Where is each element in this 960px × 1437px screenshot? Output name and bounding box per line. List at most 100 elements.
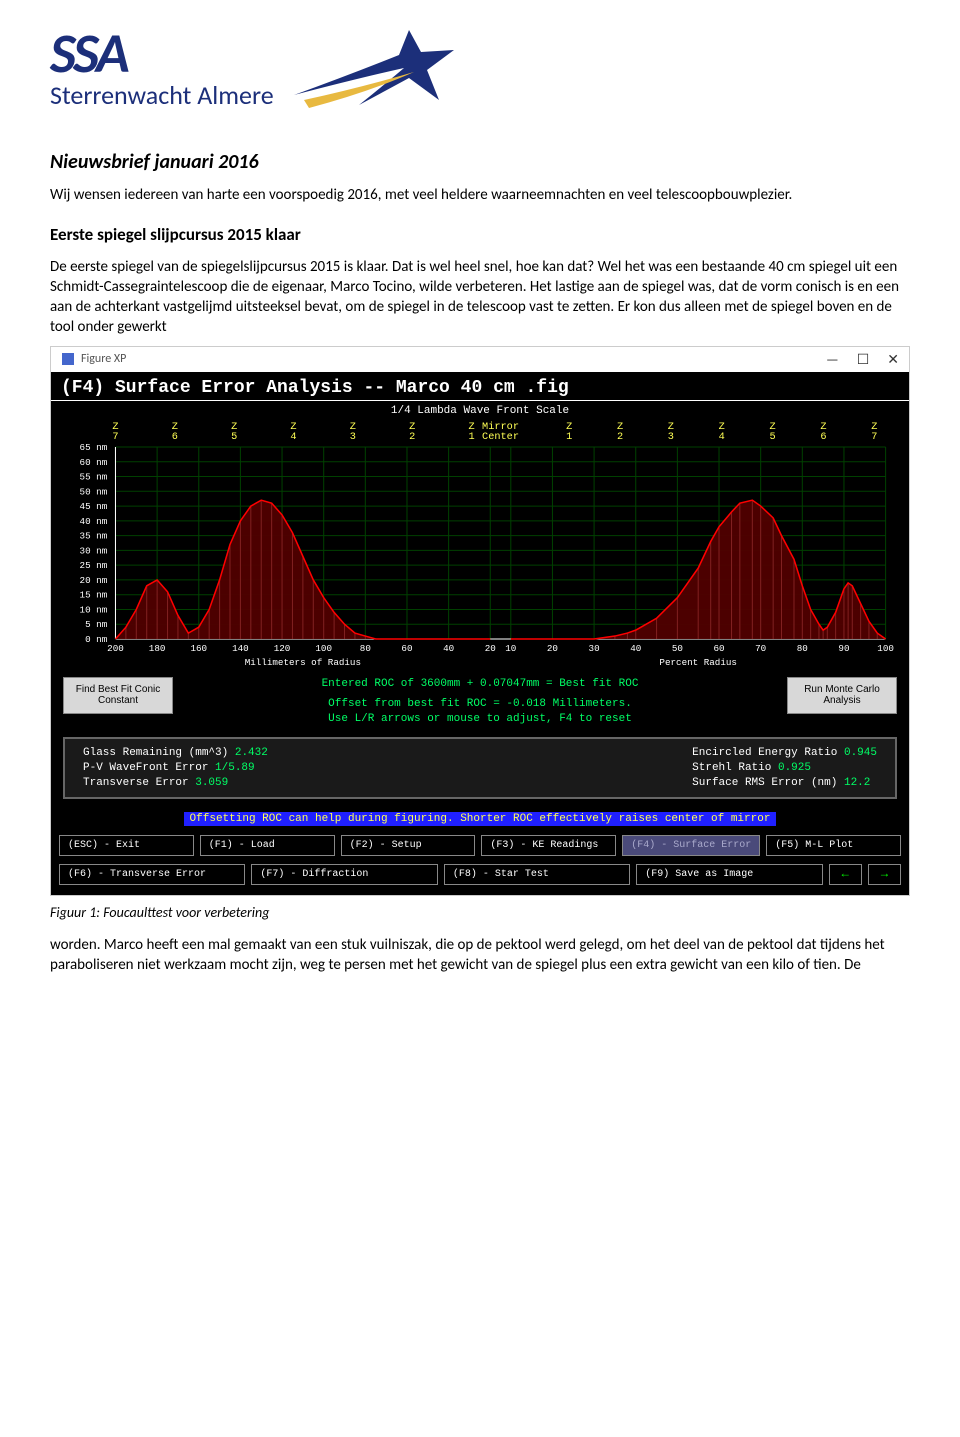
svg-text:60: 60 xyxy=(713,643,724,654)
svg-text:5: 5 xyxy=(770,432,776,443)
svg-text:100: 100 xyxy=(877,643,894,654)
svg-text:Percent Radius: Percent Radius xyxy=(659,657,737,668)
svg-text:3: 3 xyxy=(350,432,356,443)
app-icon xyxy=(61,352,75,366)
window-title-text: Figure XP xyxy=(81,352,126,366)
fn-button[interactable]: (F8) - Star Test xyxy=(444,864,630,885)
offset-note-row: Offsetting ROC can help during figuring.… xyxy=(51,805,909,831)
svg-text:50 nm: 50 nm xyxy=(80,486,108,497)
svg-text:45 nm: 45 nm xyxy=(80,501,108,512)
svg-text:40: 40 xyxy=(630,643,641,654)
svg-text:4: 4 xyxy=(290,432,296,443)
mid-controls-row: Find Best Fit Conic Constant Entered ROC… xyxy=(51,669,909,732)
fn-button[interactable]: (F6) - Transverse Error xyxy=(59,864,245,885)
svg-text:1: 1 xyxy=(566,432,572,443)
section-heading: Eerste spiegel slijpcursus 2015 klaar xyxy=(50,224,910,245)
svg-text:50: 50 xyxy=(672,643,683,654)
figure-xp-window: Figure XP — ☐ ✕ (F4) Surface Error Analy… xyxy=(50,346,910,897)
svg-text:20: 20 xyxy=(547,643,558,654)
roc-info-text: Entered ROC of 3600mm + 0.07047mm = Best… xyxy=(183,677,777,728)
svg-text:10 nm: 10 nm xyxy=(80,604,108,615)
logo-area: SSA Sterrenwacht Almere xyxy=(50,20,910,120)
svg-text:200: 200 xyxy=(107,643,124,654)
svg-text:40: 40 xyxy=(443,643,454,654)
svg-text:60: 60 xyxy=(401,643,412,654)
monte-carlo-button[interactable]: Run Monte Carlo Analysis xyxy=(787,677,897,714)
svg-text:7: 7 xyxy=(871,432,877,443)
svg-text:160: 160 xyxy=(190,643,207,654)
fn-button[interactable]: (F1) - Load xyxy=(200,835,335,856)
svg-text:7: 7 xyxy=(112,432,118,443)
svg-text:1: 1 xyxy=(468,432,474,443)
fn-button[interactable]: (F3) - KE Readings xyxy=(481,835,616,856)
svg-text:80: 80 xyxy=(797,643,808,654)
stat-row: Surface RMS Error (nm) 12.2 xyxy=(692,777,877,789)
section-para-2: worden. Marco heeft een mal gemaakt van … xyxy=(50,935,910,976)
svg-text:4: 4 xyxy=(719,432,725,443)
svg-text:70: 70 xyxy=(755,643,766,654)
svg-text:25 nm: 25 nm xyxy=(80,560,108,571)
svg-text:6: 6 xyxy=(820,432,826,443)
svg-text:30: 30 xyxy=(589,643,600,654)
offset-note-text: Offsetting ROC can help during figuring.… xyxy=(184,812,777,826)
svg-text:2: 2 xyxy=(617,432,623,443)
stat-row: Glass Remaining (mm^3) 2.432 xyxy=(83,747,268,759)
roc-line-1: Entered ROC of 3600mm + 0.07047mm = Best… xyxy=(183,677,777,692)
svg-text:80: 80 xyxy=(360,643,371,654)
svg-text:60 nm: 60 nm xyxy=(80,456,108,467)
function-row-1: (ESC) - Exit (F1) - Load (F2) - Setup(F3) … xyxy=(51,831,909,860)
fn-button[interactable]: (F4) - Surface Error xyxy=(622,835,760,856)
svg-text:55 nm: 55 nm xyxy=(80,471,108,482)
svg-text:120: 120 xyxy=(274,643,291,654)
section-para-1: De eerste spiegel van de spiegelslijpcur… xyxy=(50,257,910,338)
left-arrow-button[interactable]: ← xyxy=(829,864,862,885)
fn-button[interactable]: (ESC) - Exit xyxy=(59,835,194,856)
figxp-header: (F4) Surface Error Analysis -- Marco 40 … xyxy=(51,372,909,401)
svg-text:5: 5 xyxy=(231,432,237,443)
roc-line-3: Use L/R arrows or mouse to adjust, F4 to… xyxy=(183,712,777,727)
logo-acronym: SSA xyxy=(50,29,274,79)
right-arrow-button[interactable]: → xyxy=(868,864,901,885)
svg-text:3: 3 xyxy=(668,432,674,443)
svg-text:Center: Center xyxy=(482,432,519,443)
svg-text:Millimeters of Radius: Millimeters of Radius xyxy=(245,657,361,668)
svg-text:5 nm: 5 nm xyxy=(85,619,107,630)
stat-row: Strehl Ratio 0.925 xyxy=(692,762,877,774)
svg-text:35 nm: 35 nm xyxy=(80,530,108,541)
roc-line-2: Offset from best fit ROC = -0.018 Millim… xyxy=(183,697,777,712)
function-row-2: (F6) - Transverse Error (F7) - Diffractio… xyxy=(51,860,909,889)
svg-text:65 nm: 65 nm xyxy=(80,442,108,453)
svg-text:140: 140 xyxy=(232,643,249,654)
figure-caption: Figuur 1: Foucaulttest voor verbetering xyxy=(50,904,910,921)
svg-text:2: 2 xyxy=(409,432,415,443)
svg-text:30 nm: 30 nm xyxy=(80,545,108,556)
window-titlebar: Figure XP — ☐ ✕ xyxy=(51,347,909,372)
svg-text:100: 100 xyxy=(315,643,332,654)
close-icon[interactable]: ✕ xyxy=(887,351,899,368)
stat-row: P-V WaveFront Error 1/5.89 xyxy=(83,762,268,774)
stat-row: Transverse Error 3.059 xyxy=(83,777,268,789)
stat-row: Encircled Energy Ratio 0.945 xyxy=(692,747,877,759)
maximize-icon[interactable]: ☐ xyxy=(857,351,870,368)
svg-text:6: 6 xyxy=(172,432,178,443)
fn-button[interactable]: (F5) M-L Plot xyxy=(766,835,901,856)
stats-right-column: Encircled Energy Ratio 0.945 Strehl Ratio… xyxy=(692,747,877,789)
fn-button[interactable]: (F7) - Diffraction xyxy=(251,864,437,885)
find-conic-button[interactable]: Find Best Fit Conic Constant xyxy=(63,677,173,714)
logo-full-name: Sterrenwacht Almere xyxy=(50,79,274,111)
fn-button[interactable]: (F2) - Setup xyxy=(341,835,476,856)
newsletter-title: Nieuwsbrief januari 2016 xyxy=(50,150,910,174)
svg-text:90: 90 xyxy=(838,643,849,654)
stats-left-column: Glass Remaining (mm^3) 2.432 P-V WaveFron… xyxy=(83,747,268,789)
chart-area: 65 nm60 nm55 nm50 nm45 nm40 nm35 nm30 nm… xyxy=(59,419,901,669)
svg-text:40 nm: 40 nm xyxy=(80,515,108,526)
fn-button[interactable]: (F9) Save as Image xyxy=(636,864,822,885)
svg-text:10: 10 xyxy=(505,643,516,654)
svg-text:20: 20 xyxy=(485,643,496,654)
svg-text:15 nm: 15 nm xyxy=(80,589,108,600)
svg-text:20 nm: 20 nm xyxy=(80,575,108,586)
minimize-icon[interactable]: — xyxy=(826,351,839,368)
newsletter-intro: Wij wensen iedereen van harte een voorsp… xyxy=(50,186,910,206)
stats-panel: Glass Remaining (mm^3) 2.432 P-V WaveFron… xyxy=(63,737,897,799)
logo-text-block: SSA Sterrenwacht Almere xyxy=(50,29,274,111)
